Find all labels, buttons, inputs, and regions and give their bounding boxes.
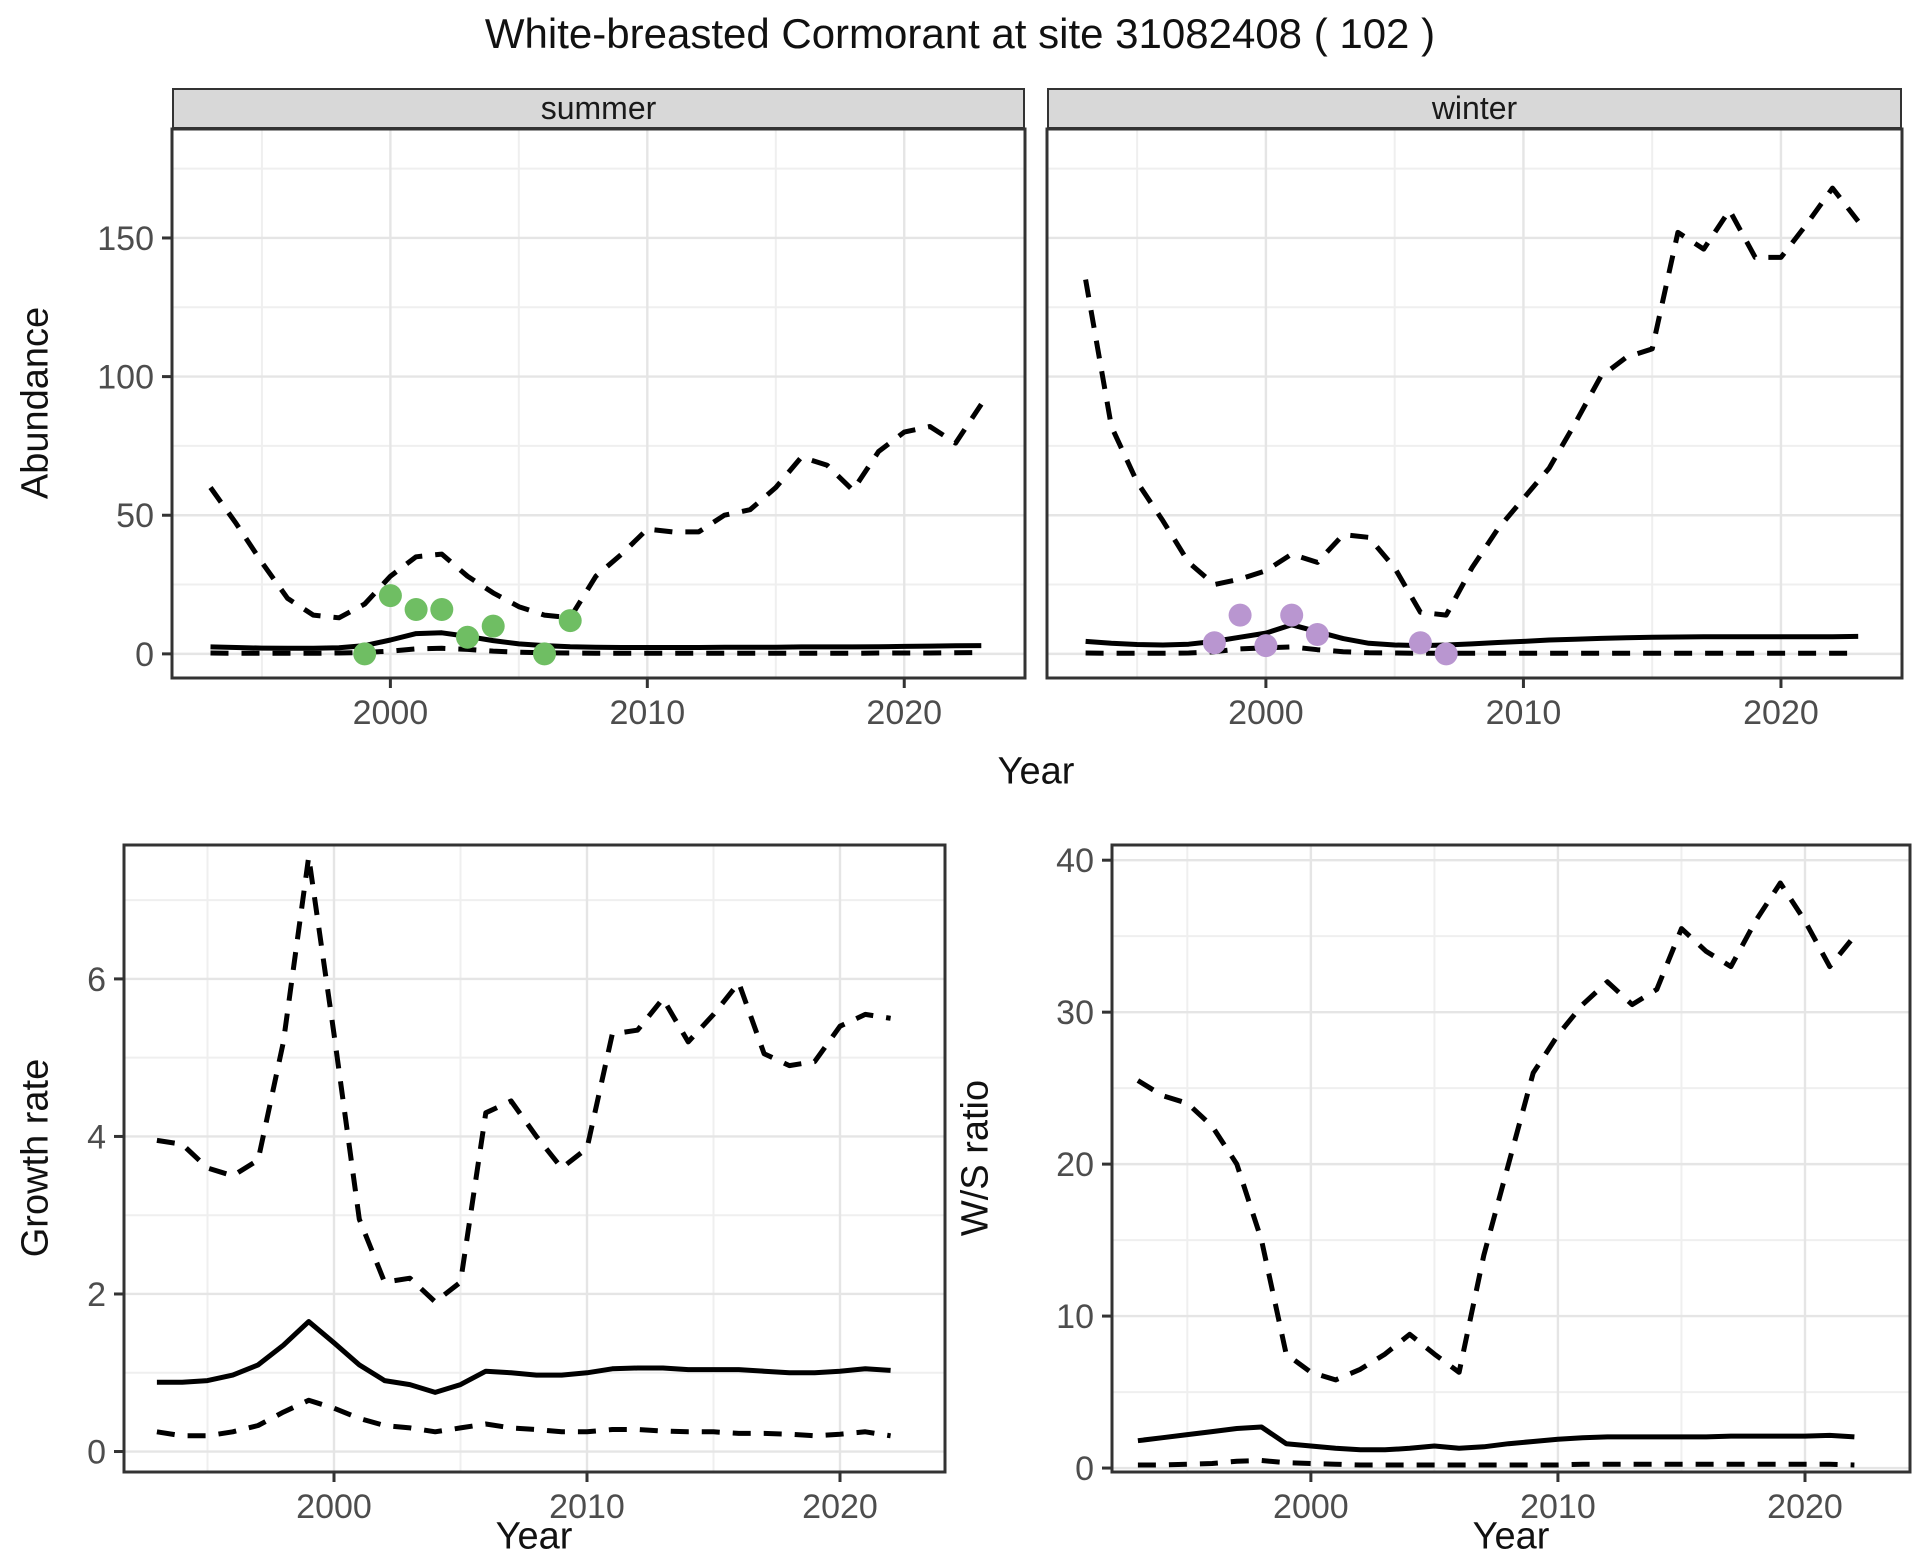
x-tick-label: 2020 <box>802 1488 878 1526</box>
y-tick-label: 50 <box>116 497 154 535</box>
observed-point <box>1434 642 1458 666</box>
page-title: White-breasted Cormorant at site 3108240… <box>484 10 1436 57</box>
observed-point <box>1408 631 1432 655</box>
lower-ci-line <box>1085 644 1859 656</box>
x-tick-label: 2020 <box>866 694 942 732</box>
x-tick-label: 2020 <box>1767 1488 1843 1526</box>
median-line <box>1085 622 1859 649</box>
upper-ci-line <box>1136 880 1857 1383</box>
observed-point <box>1228 603 1252 627</box>
y-tick-label: 4 <box>87 1118 106 1156</box>
y-tick-label: 2 <box>87 1276 106 1314</box>
upper-ci-line <box>1083 185 1861 618</box>
y-tick-label: 0 <box>87 1434 106 1472</box>
panel-border <box>122 843 947 1474</box>
x-tick-label: 2020 <box>1743 694 1819 732</box>
x-tick-label: 2010 <box>549 1488 625 1526</box>
x-tick-label: 2010 <box>1520 1488 1596 1526</box>
panel-abundance_winter: 2000 2010 2020 <box>1045 127 1904 732</box>
panel-border <box>170 127 1027 680</box>
y-axis-title-ws-ratio: W/S ratio <box>954 1079 997 1237</box>
observed-point <box>1280 603 1304 627</box>
y-tick-label: 0 <box>135 636 154 674</box>
observed-point <box>533 642 556 666</box>
x-axis-title-year-top: Year <box>997 750 1075 793</box>
upper-ci-line <box>156 854 891 1305</box>
facet-strip-winter: winter <box>1047 88 1902 129</box>
x-tick-label: 2000 <box>353 694 429 732</box>
observed-point <box>430 598 454 621</box>
observed-point <box>481 614 505 638</box>
facet-strip-winter-label: winter <box>1431 90 1518 126</box>
y-tick-label: 6 <box>87 961 106 999</box>
panel-border <box>1110 843 1912 1474</box>
observed-point <box>1254 634 1278 658</box>
y-tick-label: 40 <box>1056 842 1094 880</box>
panel-growth_rate: 2000 2010 2020 0 2 4 6 <box>87 843 947 1526</box>
observed-point <box>1202 631 1226 655</box>
y-axis-title-growth-rate: Growth rate <box>14 1058 57 1258</box>
x-tick-label: 2000 <box>1228 694 1304 732</box>
facet-strip-summer: summer <box>172 88 1025 129</box>
observed-point <box>1305 623 1329 646</box>
observed-point <box>353 642 377 666</box>
median-line <box>156 1319 891 1395</box>
y-axis-title-abundance: Abundance <box>14 306 57 500</box>
observed-point <box>378 584 402 608</box>
x-axis-title-year-bottom-right: Year <box>1472 1515 1550 1558</box>
lower-ci-line <box>1137 1458 1855 1468</box>
observed-point <box>558 609 582 633</box>
y-tick-label: 30 <box>1056 994 1094 1032</box>
upper-ci-line <box>208 402 984 621</box>
y-tick-label: 0 <box>1075 1450 1094 1488</box>
y-tick-label: 20 <box>1056 1146 1094 1184</box>
facet-strip-summer-label: summer <box>540 90 657 126</box>
observed-point <box>456 625 479 649</box>
y-tick-label: 10 <box>1056 1298 1094 1336</box>
lower-ci-line <box>210 645 982 656</box>
median-line <box>1137 1424 1855 1453</box>
x-tick-label: 2010 <box>1486 694 1562 732</box>
lower-ci-line <box>156 1397 891 1439</box>
panel-border <box>1045 127 1904 680</box>
panel-abundance_summer: 2000 2010 2020 0 50 100 150 <box>97 127 1027 732</box>
x-tick-label: 2000 <box>296 1488 372 1526</box>
panel-ws_ratio: 2000 2010 2020 0 10 20 30 40 <box>1056 842 1912 1526</box>
median-line <box>210 630 982 651</box>
observed-point <box>404 598 428 621</box>
y-tick-label: 100 <box>97 359 154 397</box>
x-tick-label: 2010 <box>609 694 685 732</box>
y-tick-label: 150 <box>97 220 154 258</box>
x-tick-label: 2000 <box>1273 1488 1349 1526</box>
x-axis-title-year-bottom-left: Year <box>495 1515 573 1558</box>
